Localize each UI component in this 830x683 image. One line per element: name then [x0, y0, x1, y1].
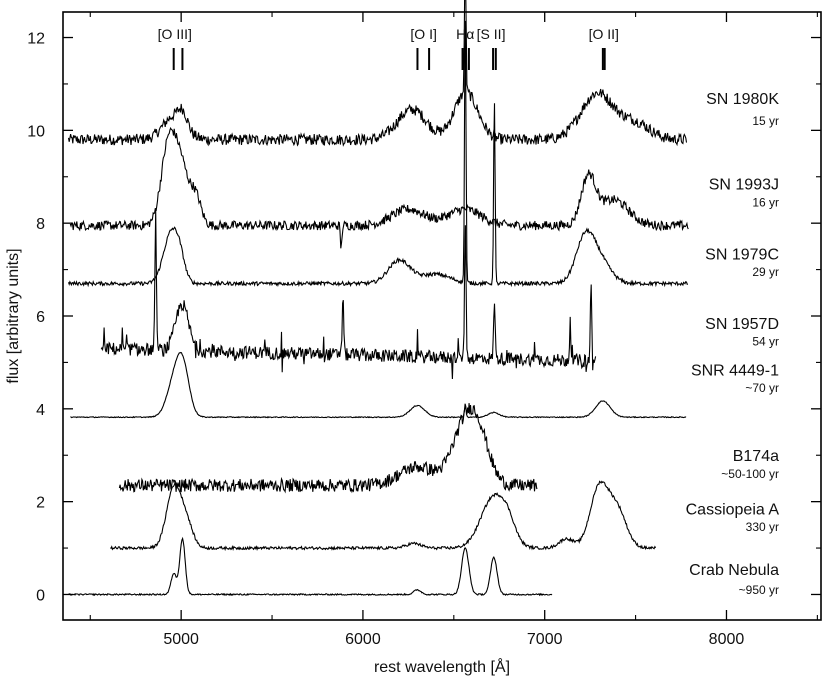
series-age-label: ~50-100 yr	[721, 467, 779, 481]
y-tick-label: 2	[36, 495, 45, 512]
x-tick-label: 6000	[345, 631, 381, 648]
line-id-label: Hα	[456, 26, 474, 42]
spectrum-series-line	[70, 351, 687, 419]
y-tick-label: 6	[36, 309, 45, 326]
series-age-label: 29 yr	[752, 265, 779, 279]
y-tick-label: 0	[36, 587, 45, 604]
line-id-label: [S II]	[477, 26, 506, 42]
series-age-label: 15 yr	[752, 114, 779, 128]
series-age-label: ~70 yr	[745, 381, 779, 395]
x-axis-title: rest wavelength [Å]	[374, 657, 510, 676]
y-tick-label: 10	[27, 123, 45, 140]
spectra-layer	[67, 0, 689, 597]
x-tick-label: 5000	[163, 631, 199, 648]
series-name-label: SN 1993J	[709, 177, 779, 194]
y-tick-label: 8	[36, 216, 45, 233]
y-tick-label: 4	[36, 402, 45, 419]
spectrum-series-line	[68, 536, 553, 597]
spectrum-series-line	[100, 209, 597, 380]
x-tick-label: 7000	[527, 631, 563, 648]
series-name-label: Crab Nebula	[689, 562, 779, 579]
series-age-label: 330 yr	[746, 520, 779, 534]
axes-layer: 5000 6000 7000 8000 0 2 4 6 8 10 12	[27, 12, 821, 648]
line-id-layer: [O III] [O I] Hα [S II] [O II]	[158, 26, 619, 70]
series-name-label: SN 1980K	[706, 91, 779, 108]
spectrum-series-line	[67, 0, 688, 147]
spectrum-series-line	[118, 403, 538, 494]
line-id-label: [O I]	[410, 26, 436, 42]
spectrum-series-line	[67, 20, 689, 288]
series-name-label: Cassiopeia A	[686, 502, 780, 519]
series-name-label: SNR 4449-1	[691, 362, 779, 379]
series-name-label: SN 1979C	[705, 246, 779, 263]
series-name-label: B174a	[733, 448, 779, 465]
y-axis-title: flux [arbitrary units]	[5, 248, 22, 383]
line-id-label: [O II]	[589, 26, 619, 42]
series-age-label: 16 yr	[752, 195, 779, 209]
series-age-label: 54 yr	[752, 335, 779, 349]
series-age-label: ~950 yr	[739, 583, 779, 597]
spectrum-series-line	[69, 126, 689, 249]
series-name-label: SN 1957D	[705, 316, 779, 333]
spectrum-series-line	[110, 480, 657, 552]
x-tick-label: 8000	[709, 631, 745, 648]
y-tick-label: 12	[27, 31, 45, 48]
line-id-label: [O III]	[158, 26, 192, 42]
